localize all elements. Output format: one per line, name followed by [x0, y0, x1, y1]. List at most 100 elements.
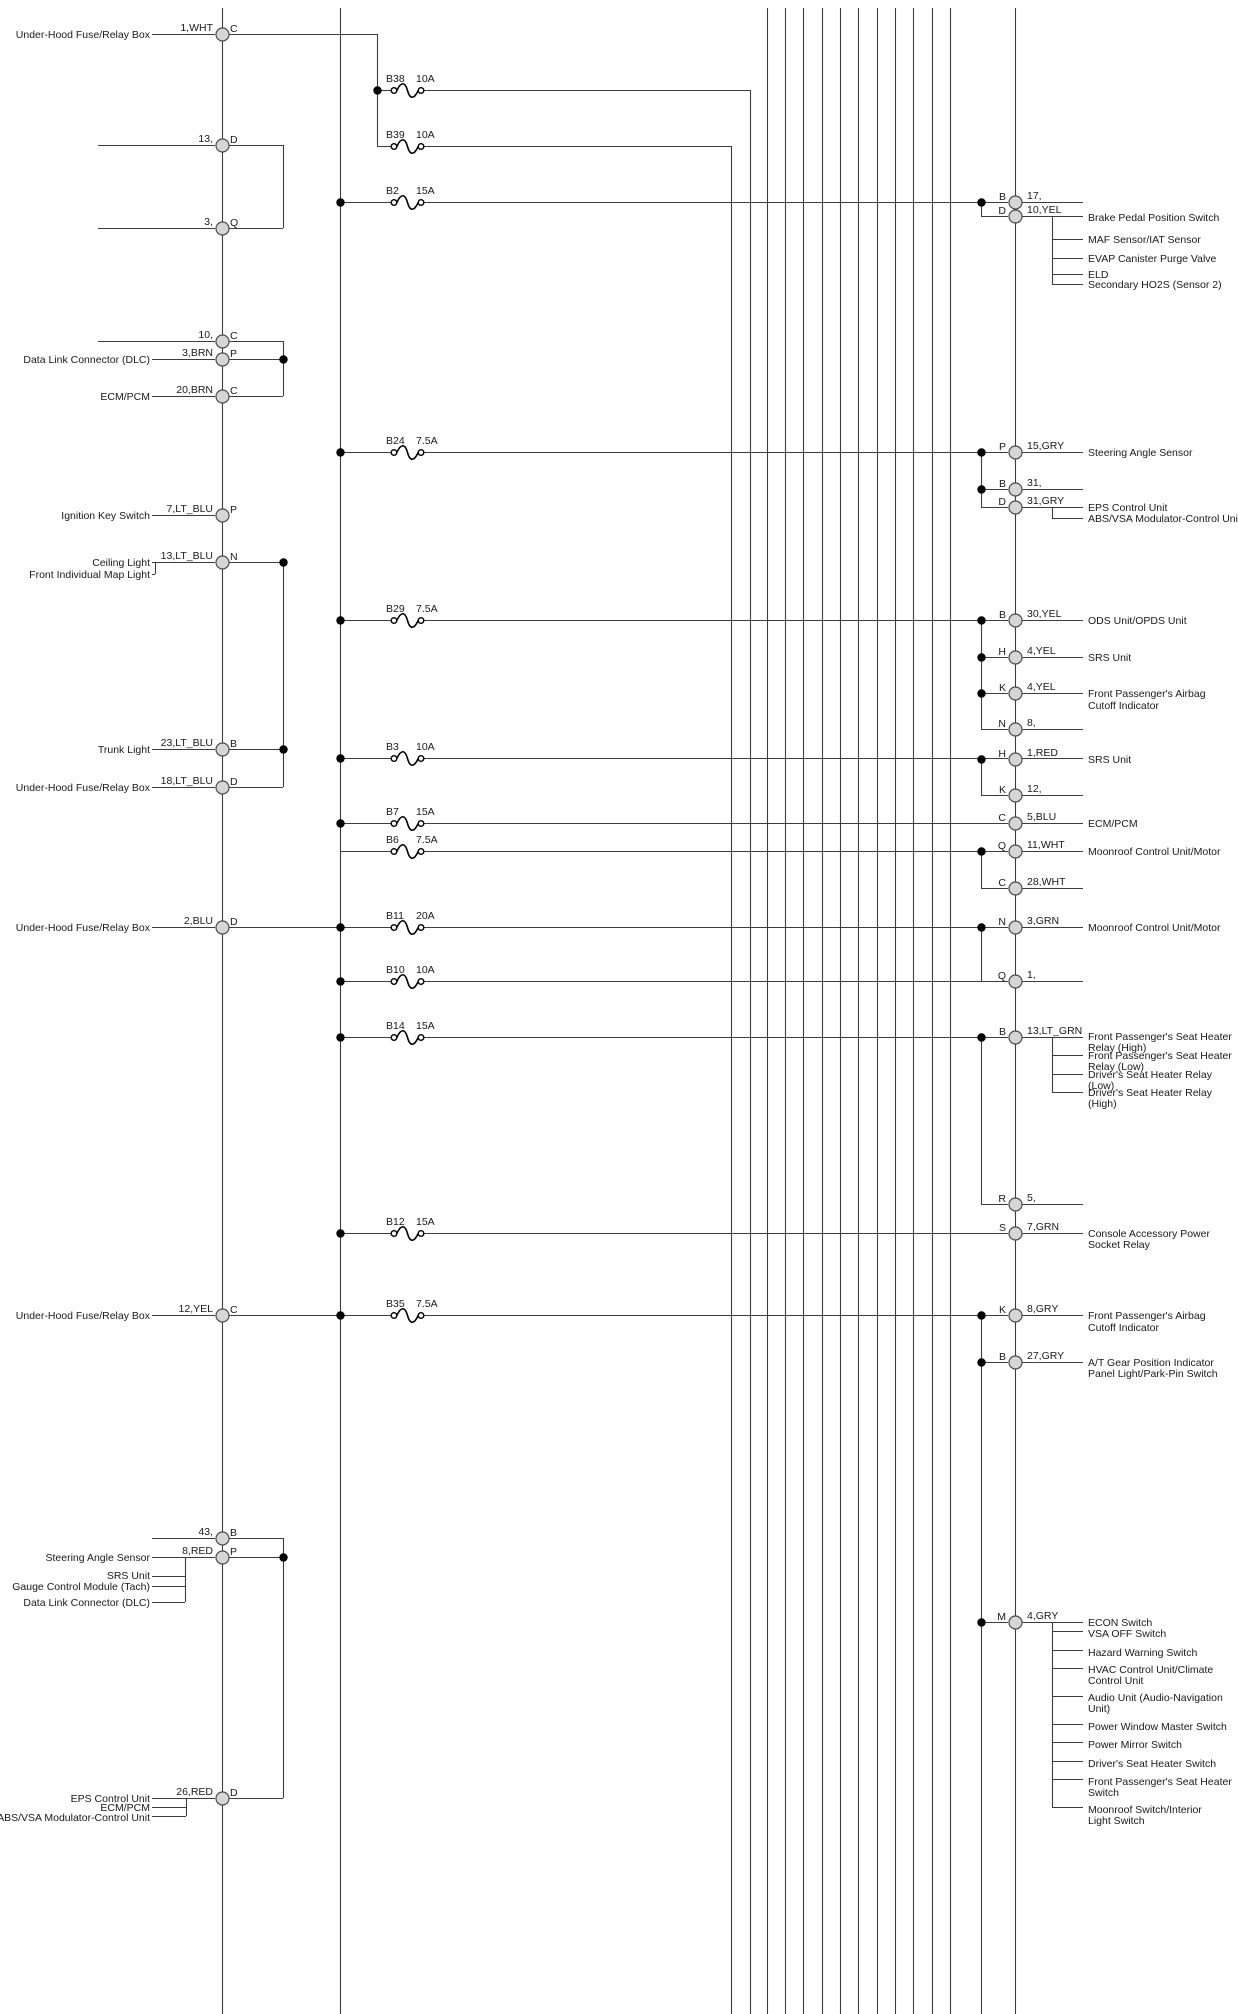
- fuse-symbol: [396, 82, 419, 99]
- connector-circle: [1008, 1615, 1023, 1630]
- diagram-text: SRS Unit: [1088, 652, 1131, 664]
- diagram-text: EVAP Canister Purge Valve: [1088, 253, 1217, 265]
- fuse-terminal: [390, 848, 398, 856]
- diagram-text: 7.5A: [416, 435, 438, 447]
- diagram-text: B: [230, 738, 237, 750]
- diagram-text: Driver's Seat Heater Relay: [1088, 1087, 1213, 1099]
- junction-dot: [977, 198, 986, 207]
- connector-circle: [215, 389, 230, 404]
- connector-circle: [1008, 650, 1023, 665]
- diagram-text: Driver's Seat Heater Switch: [1088, 1758, 1216, 1770]
- junction-dot: [977, 1618, 986, 1627]
- diagram-text: 11,WHT: [1027, 839, 1065, 851]
- diagram-text: 15A: [416, 806, 435, 818]
- diagram-text: 28,WHT: [1027, 876, 1066, 888]
- diagram-text: 3,GRN: [1027, 915, 1059, 927]
- diagram-text: D: [230, 776, 238, 788]
- diagram-text: Cutoff Indicator: [1088, 700, 1160, 712]
- diagram-text: B: [999, 1026, 1006, 1038]
- fuse-symbol: [396, 612, 419, 629]
- connector-circle: [1008, 920, 1023, 935]
- connector-circle: [1008, 881, 1023, 896]
- diagram-text: C: [998, 812, 1006, 824]
- diagram-text: Under-Hood Fuse/Relay Box: [16, 29, 151, 41]
- junction-dot: [977, 689, 986, 698]
- diagram-text: K: [999, 1304, 1006, 1316]
- junction-dot: [977, 448, 986, 457]
- junction-dot: [336, 616, 345, 625]
- diagram-text: 13,: [198, 133, 213, 145]
- fuse-terminal: [390, 86, 398, 94]
- diagram-text: ODS Unit/OPDS Unit: [1088, 615, 1187, 627]
- diagram-text: ECON Switch: [1088, 1617, 1152, 1629]
- fuse-terminal: [390, 617, 398, 625]
- connector-circle: [215, 780, 230, 795]
- diagram-text: Brake Pedal Position Switch: [1088, 212, 1219, 224]
- diagram-text: Panel Light/Park-Pin Switch: [1088, 1368, 1218, 1380]
- fuse-terminal: [417, 924, 425, 932]
- junction-dot: [977, 616, 986, 625]
- connector-circle: [1008, 195, 1023, 210]
- diagram-text: C: [998, 877, 1006, 889]
- diagram-text: 8,RED: [182, 1545, 213, 1557]
- diagram-text: B7: [386, 806, 399, 818]
- diagram-text: 7.5A: [416, 603, 438, 615]
- junction-dot: [336, 1229, 345, 1238]
- diagram-text: Moonroof Switch/Interior: [1088, 1804, 1202, 1816]
- fuse-terminal: [390, 978, 398, 986]
- diagram-text: Trunk Light: [98, 744, 150, 756]
- fuse-symbol: [396, 843, 419, 860]
- diagram-text: C: [230, 1304, 238, 1316]
- fuse-terminal: [390, 1229, 398, 1237]
- diagram-text: ELD: [1088, 269, 1109, 281]
- diagram-text: B24: [386, 435, 405, 447]
- fuse-terminal: [417, 848, 425, 856]
- diagram-text: 7.5A: [416, 834, 438, 846]
- diagram-text: N: [998, 718, 1006, 730]
- diagram-text: 31,: [1027, 477, 1042, 489]
- diagram-text: 15,GRY: [1027, 440, 1064, 452]
- diagram-text: K: [999, 784, 1006, 796]
- diagram-text: Ignition Key Switch: [61, 510, 150, 522]
- diagram-text: D: [998, 205, 1006, 217]
- diagram-text: 3,BRN: [182, 347, 213, 359]
- connector-circle: [1008, 1197, 1023, 1212]
- diagram-text: Light Switch: [1088, 1815, 1145, 1827]
- diagram-text: EPS Control Unit: [71, 1793, 150, 1805]
- fuse-terminal: [390, 142, 398, 150]
- diagram-text: 5,BLU: [1027, 811, 1056, 823]
- connector-circle: [215, 920, 230, 935]
- diagram-text: B: [999, 609, 1006, 621]
- fuse-terminal: [417, 86, 425, 94]
- junction-dot: [977, 923, 986, 932]
- diagram-text: Steering Angle Sensor: [1088, 447, 1193, 459]
- diagram-text: B39: [386, 129, 405, 141]
- connector-circle: [215, 138, 230, 153]
- connector-circle: [215, 27, 230, 42]
- diagram-text: Relay (Low): [1088, 1061, 1144, 1073]
- connector-circle: [1008, 788, 1023, 803]
- diagram-text: H: [998, 646, 1006, 658]
- diagram-text: 1,RED: [1027, 747, 1058, 759]
- fuse-terminal: [417, 1033, 425, 1041]
- diagram-text: Socket Relay: [1088, 1239, 1151, 1251]
- diagram-text: C: [230, 330, 238, 342]
- fuse-symbol: [396, 138, 419, 155]
- fuse-terminal: [390, 198, 398, 206]
- fuse-symbol: [396, 444, 419, 461]
- connector-circle: [215, 742, 230, 757]
- diagram-text: SRS Unit: [107, 1570, 150, 1582]
- connector-circle: [215, 1531, 230, 1546]
- diagram-text: Data Link Connector (DLC): [23, 1597, 150, 1609]
- diagram-text: Control Unit: [1088, 1675, 1144, 1687]
- diagram-text: 10,YEL: [1027, 204, 1062, 216]
- diagram-text: ABS/VSA Modulator-Control Unit: [1088, 513, 1238, 525]
- diagram-text: 7,LT_BLU: [167, 503, 214, 515]
- fuse-symbol: [396, 1029, 419, 1046]
- diagram-text: 4,YEL: [1027, 681, 1056, 693]
- diagram-text: B: [999, 478, 1006, 490]
- diagram-text: Ceiling Light: [92, 557, 150, 569]
- diagram-text: N: [998, 916, 1006, 928]
